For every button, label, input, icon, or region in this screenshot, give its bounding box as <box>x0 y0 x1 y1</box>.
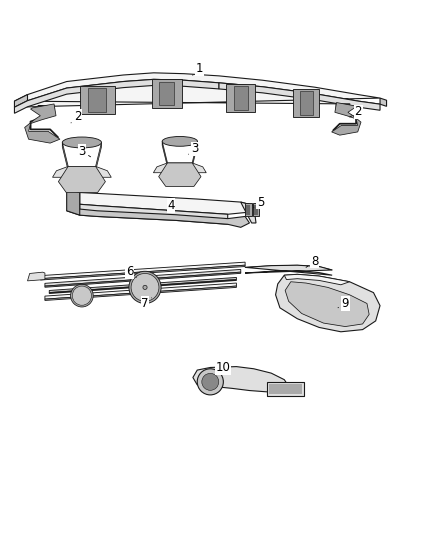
Polygon shape <box>226 84 255 112</box>
Circle shape <box>72 286 92 305</box>
Circle shape <box>129 271 161 303</box>
Text: 8: 8 <box>306 255 318 268</box>
Polygon shape <box>192 141 198 167</box>
Polygon shape <box>253 204 259 216</box>
Circle shape <box>143 285 147 289</box>
Polygon shape <box>45 283 237 299</box>
Polygon shape <box>14 94 28 107</box>
Polygon shape <box>58 166 106 192</box>
Polygon shape <box>41 265 245 280</box>
FancyBboxPatch shape <box>267 382 304 396</box>
Polygon shape <box>80 86 115 114</box>
Polygon shape <box>152 79 182 108</box>
Polygon shape <box>67 189 80 215</box>
Polygon shape <box>28 272 45 281</box>
Polygon shape <box>49 277 237 293</box>
Text: 2: 2 <box>350 106 362 118</box>
Polygon shape <box>41 262 245 279</box>
Polygon shape <box>45 272 241 287</box>
Polygon shape <box>80 192 254 214</box>
Polygon shape <box>25 104 60 143</box>
Text: 9: 9 <box>338 297 349 310</box>
Circle shape <box>197 369 223 395</box>
Text: 5: 5 <box>254 196 264 208</box>
Circle shape <box>202 373 219 390</box>
Text: 3: 3 <box>78 144 91 158</box>
Text: 2: 2 <box>71 110 81 123</box>
Polygon shape <box>300 91 313 115</box>
Polygon shape <box>284 274 350 285</box>
Ellipse shape <box>162 136 198 146</box>
Polygon shape <box>276 274 380 332</box>
Text: 10: 10 <box>216 361 231 374</box>
Text: 3: 3 <box>188 142 199 156</box>
Polygon shape <box>285 282 369 327</box>
Polygon shape <box>159 82 174 106</box>
Polygon shape <box>247 205 251 215</box>
Polygon shape <box>80 204 228 224</box>
Polygon shape <box>245 265 332 275</box>
Text: 4: 4 <box>167 199 175 212</box>
Polygon shape <box>254 205 258 215</box>
Polygon shape <box>245 204 252 216</box>
Polygon shape <box>49 279 237 294</box>
Circle shape <box>71 284 93 307</box>
Polygon shape <box>45 269 241 286</box>
Polygon shape <box>88 88 106 112</box>
Text: 6: 6 <box>126 265 136 278</box>
Polygon shape <box>53 166 111 177</box>
Text: 1: 1 <box>193 62 203 75</box>
Polygon shape <box>269 384 302 394</box>
Polygon shape <box>380 98 387 107</box>
Polygon shape <box>293 89 319 117</box>
Polygon shape <box>162 141 167 167</box>
Polygon shape <box>45 286 237 301</box>
Polygon shape <box>153 163 206 173</box>
Polygon shape <box>233 86 248 110</box>
Polygon shape <box>14 79 219 114</box>
Polygon shape <box>241 202 256 223</box>
Polygon shape <box>193 367 289 392</box>
Polygon shape <box>14 73 380 107</box>
Ellipse shape <box>62 137 102 148</box>
Polygon shape <box>95 142 102 171</box>
Circle shape <box>131 273 159 301</box>
Polygon shape <box>332 102 361 135</box>
Polygon shape <box>219 83 380 110</box>
Polygon shape <box>159 163 201 187</box>
Text: 7: 7 <box>141 297 152 310</box>
Polygon shape <box>67 209 250 228</box>
Polygon shape <box>62 142 68 171</box>
